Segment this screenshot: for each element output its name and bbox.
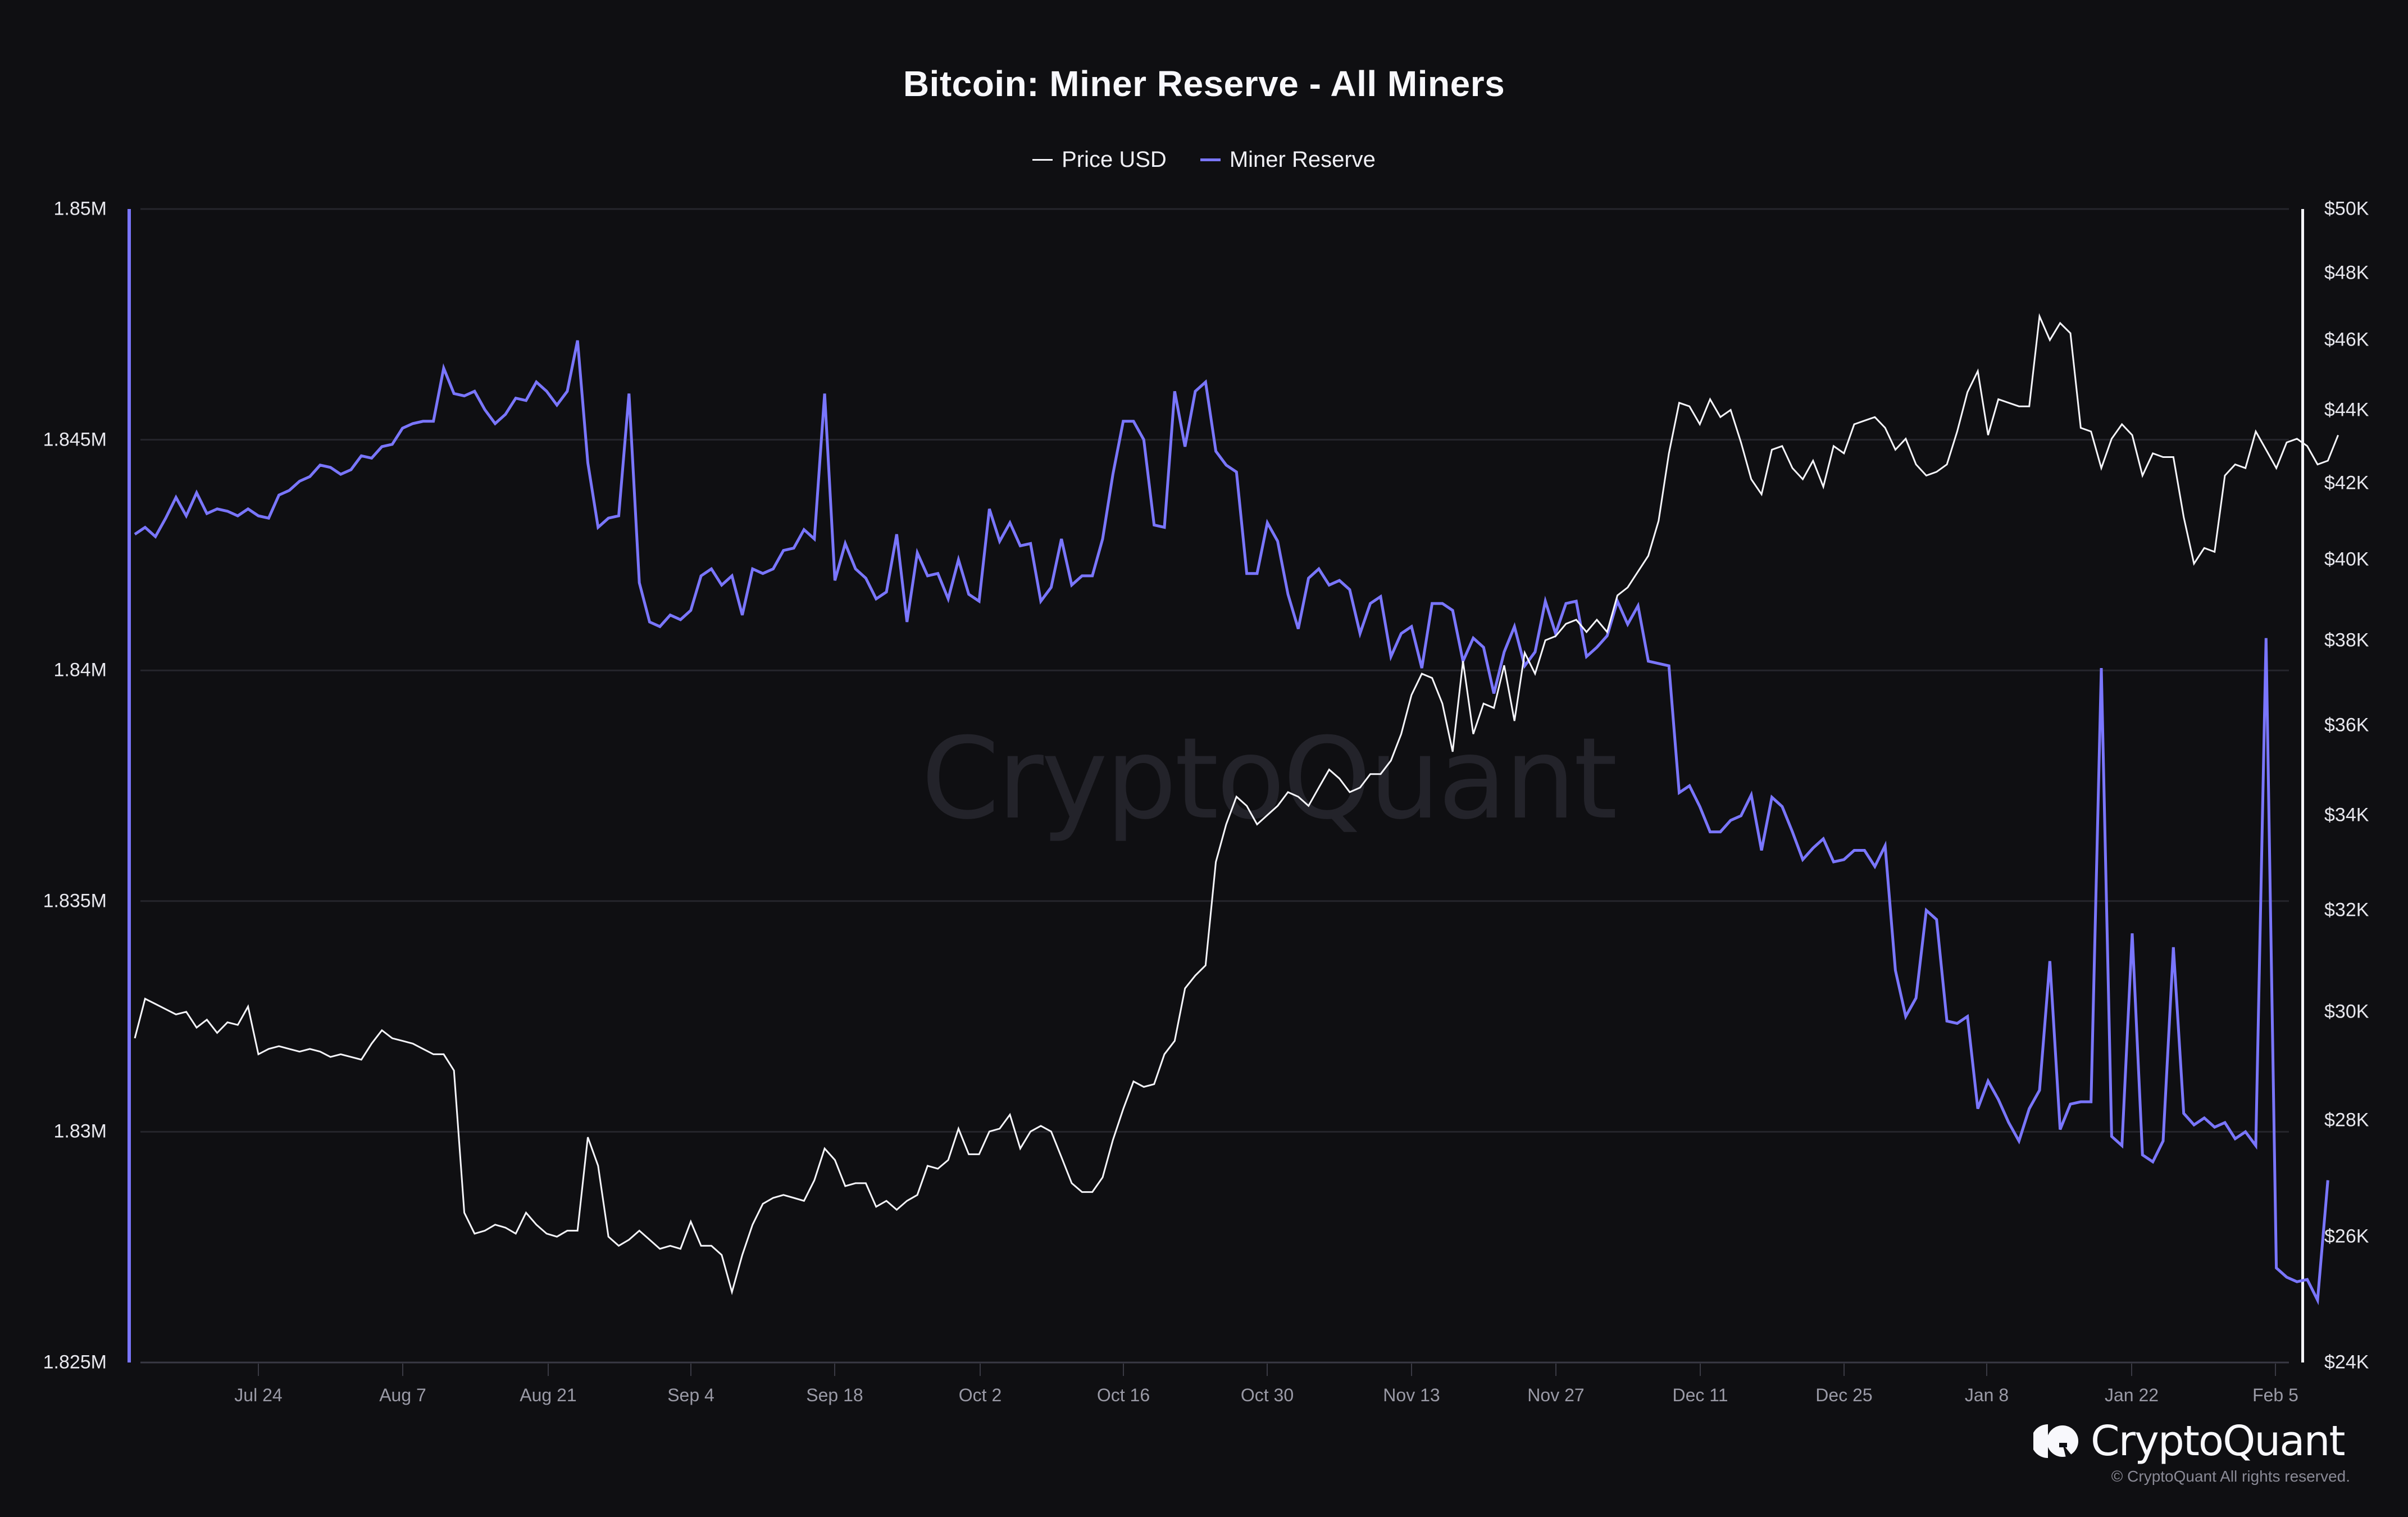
- legend-item-price[interactable]: Price USD: [1032, 147, 1167, 172]
- right-y-tick-label: $28K: [2324, 1109, 2369, 1131]
- x-tick-label: Oct 2: [958, 1385, 1002, 1405]
- right-y-tick-label: $44K: [2324, 399, 2369, 421]
- chart-title: Bitcoin: Miner Reserve - All Miners: [903, 63, 1505, 104]
- right-y-tick-label: $42K: [2324, 472, 2369, 494]
- copyright-text: © CryptoQuant All rights reserved.: [2111, 1468, 2350, 1485]
- legend-item-miner-reserve[interactable]: Miner Reserve: [1200, 147, 1376, 172]
- x-tick-label: Aug 21: [520, 1385, 577, 1405]
- left-y-tick-label: 1.83M: [53, 1120, 107, 1142]
- x-tick-label: Dec 11: [1672, 1385, 1728, 1405]
- left-y-tick-label: 1.845M: [43, 429, 107, 451]
- right-y-tick-label: $48K: [2324, 262, 2369, 284]
- x-tick-label: Nov 13: [1383, 1385, 1440, 1405]
- right-y-tick-label: $26K: [2324, 1225, 2369, 1247]
- left-y-tick-label: 1.85M: [53, 198, 107, 220]
- right-axis-line: [2301, 209, 2304, 1362]
- right-y-tick-label: $24K: [2324, 1351, 2369, 1373]
- x-tick-label: Nov 27: [1527, 1385, 1585, 1405]
- x-tick-label: Oct 16: [1096, 1385, 1150, 1405]
- right-y-tick-label: $46K: [2324, 329, 2369, 351]
- brand-name: CryptoQuant: [2091, 1417, 2346, 1465]
- left-y-tick-label: 1.84M: [53, 659, 107, 681]
- x-tick-label: Aug 7: [379, 1385, 426, 1405]
- legend-label-price: Price USD: [1062, 147, 1167, 172]
- price-line-swatch-icon: [1032, 159, 1053, 161]
- x-tick-label: Feb 5: [2252, 1385, 2298, 1405]
- x-tick-label: Dec 25: [1815, 1385, 1873, 1405]
- watermark: CryptoQuant: [921, 714, 1618, 844]
- left-y-tick-label: 1.835M: [43, 890, 107, 912]
- left-axis-line: [128, 209, 131, 1362]
- reserve-line-swatch-icon: [1200, 158, 1221, 161]
- x-tick-label: Sep 4: [667, 1385, 714, 1405]
- right-y-tick-label: $32K: [2324, 899, 2369, 921]
- right-y-tick-label: $34K: [2324, 804, 2369, 826]
- x-tick-label: Jan 22: [2104, 1385, 2159, 1405]
- legend-label-miner-reserve: Miner Reserve: [1229, 147, 1376, 172]
- price-usd-line: [134, 313, 2339, 1296]
- x-tick-label: Sep 18: [806, 1385, 863, 1405]
- left-y-tick-label: 1.825M: [43, 1351, 107, 1373]
- cryptoquant-logo-icon: [2033, 1424, 2078, 1458]
- right-y-tick-label: $50K: [2324, 198, 2369, 220]
- x-tick-label: Jul 24: [234, 1385, 283, 1405]
- legend: Price USD Miner Reserve: [0, 147, 2408, 172]
- right-y-tick-label: $40K: [2324, 548, 2369, 570]
- x-tick-label: Oct 30: [1240, 1385, 1294, 1405]
- right-y-tick-label: $30K: [2324, 1001, 2369, 1023]
- x-tick-label: Jan 8: [1964, 1385, 2009, 1405]
- miner-reserve-line: [134, 340, 2329, 1306]
- brand-logo: CryptoQuant: [2033, 1417, 2346, 1465]
- right-y-tick-label: $36K: [2324, 714, 2369, 736]
- right-y-tick-label: $38K: [2324, 629, 2369, 651]
